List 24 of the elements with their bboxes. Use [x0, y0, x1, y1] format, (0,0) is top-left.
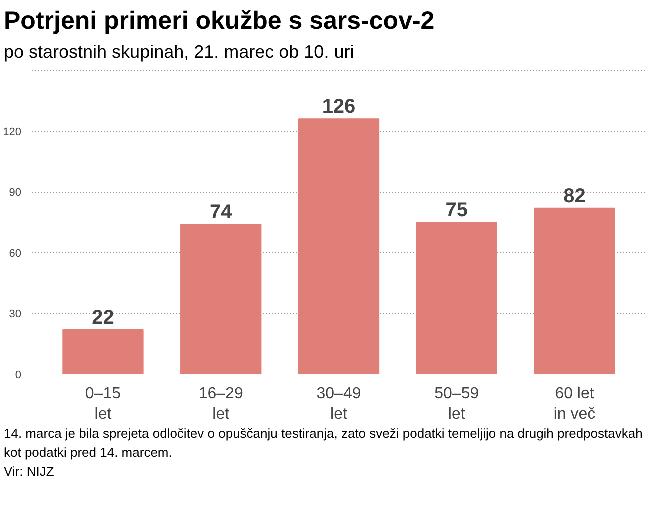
data-label: 22	[92, 307, 114, 330]
x-tick-label: 16–29 let	[198, 386, 244, 424]
text: 14. marca je bila sprejeta odločitev o opuščanju testiranja, zato sveži podatki temeljijo na drugih predpostavkah kot podatki pred 14. marcem.	[4, 425, 644, 462]
text: Vir: NIJZ	[4, 462, 54, 481]
x-tick-label: 0–15 let	[85, 386, 122, 424]
data-label: 74	[210, 202, 234, 224]
data-label: 82	[564, 186, 586, 208]
y-tick-label: 120	[3, 126, 22, 139]
bar	[534, 208, 616, 375]
x-tick-label: 30–49 let	[316, 386, 362, 424]
x-tick-label: 60 let in več	[554, 386, 596, 424]
data-label: 126	[322, 96, 356, 119]
y-tick-label: 60	[9, 248, 22, 260]
data-label: 75	[446, 200, 468, 222]
chart-subtitle: po starostnih skupinah, 21. marec ob 10. uri	[4, 40, 354, 64]
bar	[180, 224, 262, 375]
y-tick-label: 30	[9, 309, 22, 322]
y-tick-label: 0	[15, 370, 22, 382]
bar	[62, 330, 144, 375]
chart-title: Potrjeni primeri okužbe s sars-cov-2	[4, 6, 435, 37]
x-tick-label: 50–59 let	[434, 386, 480, 424]
y-tick-label: 90	[9, 188, 22, 200]
bar	[416, 222, 498, 375]
bar	[298, 119, 380, 375]
